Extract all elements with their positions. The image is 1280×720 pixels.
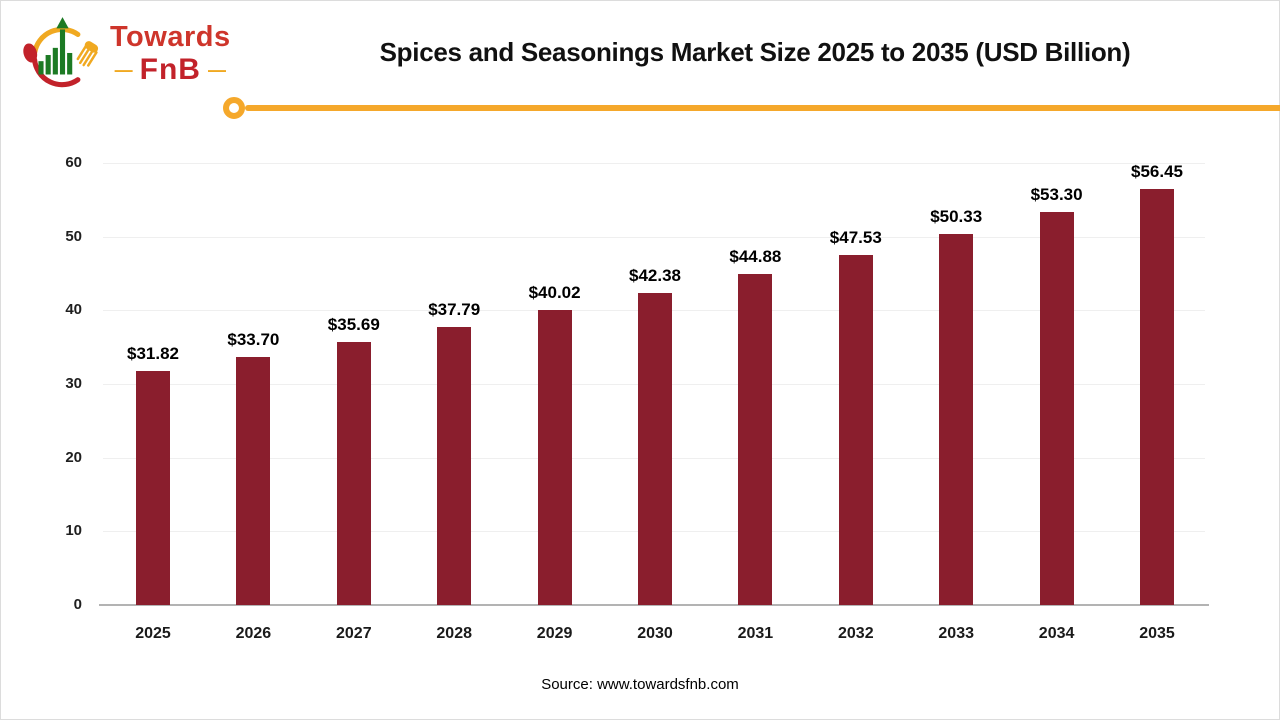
gridline-50 [103, 236, 1205, 238]
bar-2026 [236, 356, 271, 605]
x-tick-label-2026: 2026 [235, 625, 272, 642]
x-tick-label-2027: 2027 [336, 625, 372, 642]
accent-line [245, 105, 1280, 111]
bar-value-label-2033: $50.33 [930, 207, 983, 227]
gridline-60 [103, 163, 1205, 164]
bar-value-label-2034: $53.30 [1030, 185, 1083, 205]
bar-value-label-2029: $40.02 [528, 283, 581, 303]
y-tick-label-60: 60 [65, 154, 82, 171]
bar-2029 [537, 310, 572, 605]
x-tick-label-2030: 2030 [637, 625, 673, 642]
y-tick-label-20: 20 [65, 448, 82, 466]
bar-value-label-2035: $56.45 [1131, 162, 1183, 182]
y-tick-label-10: 10 [65, 522, 82, 540]
arc-top-icon [32, 26, 81, 55]
bar-2025 [136, 370, 170, 605]
brand-name-top: Towards [110, 21, 231, 53]
growth-bars-icon [38, 17, 73, 75]
x-tick-label-2029: 2029 [536, 625, 573, 642]
x-tick-label-2031: 2031 [737, 625, 774, 642]
x-tick-label-2025: 2025 [135, 625, 171, 642]
accent-ring-icon [223, 97, 245, 119]
bar-value-label-2025: $31.82 [127, 343, 179, 363]
y-tick-label-30: 30 [65, 375, 82, 392]
brand-emblem-icon [23, 17, 99, 88]
bar-2035 [1140, 189, 1174, 605]
x-tick-label-2032: 2032 [838, 625, 874, 642]
bar-2032 [838, 254, 873, 605]
spoon-icon [23, 43, 38, 63]
brand-dash-left: — [114, 60, 133, 80]
brand-name-bottom: FnB [139, 53, 201, 86]
brand-logo: Towards — FnB — [22, 12, 231, 96]
source-text: Source: www.towardsfnb.com [541, 676, 739, 693]
bar-value-label-2026: $33.70 [227, 329, 280, 349]
bar-value-label-2032: $47.53 [829, 227, 882, 247]
y-axis: 0 10 20 30 40 50 60 [38, 154, 82, 613]
bar-2028 [437, 326, 472, 605]
bar-chart-plot-area: $31.82 2025 $33.70 2026 $35.69 2027 $37.79 2028… [99, 162, 1209, 642]
bar-2030 [638, 292, 672, 605]
fork-icon [76, 41, 99, 67]
bar-2034 [1039, 212, 1074, 605]
brand-dash-right: — [207, 60, 226, 80]
x-tick-label-2034: 2034 [1038, 625, 1075, 642]
bar-2031 [738, 274, 773, 605]
bar-2033 [939, 234, 974, 605]
bar-value-label-2031: $44.88 [729, 247, 782, 267]
x-tick-label-2033: 2033 [938, 625, 974, 642]
y-tick-label-50: 50 [65, 227, 82, 245]
y-tick-label-40: 40 [65, 301, 82, 319]
bar-value-label-2028: $37.79 [428, 299, 481, 319]
page-title: Spices and Seasonings Market Size 2025 t… [379, 37, 1131, 67]
bar-2027 [336, 342, 371, 605]
x-tick-label-2028: 2028 [436, 625, 472, 642]
bar-value-label-2027: $35.69 [327, 315, 380, 335]
arc-bottom-icon [31, 56, 81, 88]
bar-value-label-2030: $42.38 [629, 265, 681, 285]
x-tick-label-2035: 2035 [1139, 625, 1175, 642]
brand-name-bottom-row: — FnB — [115, 55, 226, 85]
brand-wordmark: Towards — FnB — [110, 23, 231, 85]
y-tick-label-0: 0 [73, 596, 82, 613]
